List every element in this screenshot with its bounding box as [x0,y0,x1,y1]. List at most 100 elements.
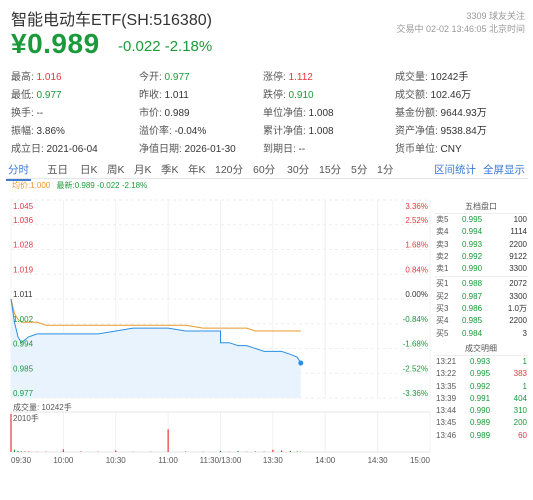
price-area [11,299,301,398]
stat-unit-nav: 单位净值: 1.008 [263,104,334,119]
volume-label: 成交量: 10242手 [13,402,72,412]
current-price: ¥0.989 [11,28,100,59]
y-tick-label: 1.019 [13,265,34,274]
stat-value: 0.989 [161,108,190,119]
tab-1[interactable]: 五日 [47,164,68,176]
stat-value: 1.112 [285,72,313,83]
price-line [10,298,302,364]
tab-3[interactable]: 周K [107,164,125,176]
fullscreen-link[interactable]: 全屏显示 [483,164,525,176]
latest-price-dot [298,360,304,366]
stat-premium-rate: 溢价率: -0.04% [139,122,206,137]
stat-value: 0.977 [161,72,190,83]
stat-label: 昨收: [139,90,162,101]
stat-label: 成交额: [395,90,428,101]
tab-5[interactable]: 季K [161,164,179,176]
tab-11[interactable]: 5分 [351,164,368,176]
volume-bar [272,449,274,452]
volume-bar [184,451,187,452]
volume-bar [20,451,23,452]
trade-row: 13:22 0.995 383 [434,368,528,380]
volume-bar [24,451,26,452]
stat-prev-close: 昨收: 1.011 [139,86,189,101]
tab-12[interactable]: 1分 [377,164,394,176]
stat-value: 1.008 [305,126,334,137]
volume-bar [13,449,16,452]
order-volume: 100 [513,215,527,224]
trade-volume: 310 [513,406,527,416]
stat-label: 跌停: [263,90,286,101]
tab-8[interactable]: 60分 [253,164,276,176]
trade-price: 0.989 [470,418,491,428]
order-level-name: 卖1 [436,264,449,274]
volume-max-label: 2010手 [13,413,39,423]
stat-turnover: 成交额: 102.46万 [395,86,471,101]
y-pct-tick-label: 3.36% [405,202,428,211]
tab-0[interactable]: 分时 [6,164,31,181]
order-volume: 3300 [509,264,527,274]
trade-row: 13:21 0.993 1 [434,356,528,368]
tab-4[interactable]: 月K [134,164,152,176]
stat-label: 到期日: [263,144,296,155]
order-book-panel: 五档盘口 卖5 0.995 100 卖4 0.994 1114 卖3 0.993 2200 卖2 0… [434,200,528,442]
stat-label: 货币单位: [395,144,438,155]
order-book-title: 五档盘口 [434,200,528,214]
x-tick-label: 14:00 [315,456,336,465]
order-volume: 3300 [509,291,527,301]
trade-time: 13:22 [436,369,457,379]
y-tick-label: 1.002 [13,315,34,324]
stats-row: 最高: 1.016 今开: 0.977 涨停: 1.112 成交量: 10242手 [11,68,526,86]
stat-label: 振幅: [11,126,34,137]
stat-value: 9538.84万 [437,126,487,137]
order-price: 0.985 [462,316,483,326]
y-pct-tick-label: -2.52% [403,364,428,373]
order-book-ask-row: 卖3 0.993 2200 [434,239,528,251]
order-price: 0.992 [462,251,483,261]
stat-label: 最低: [11,90,34,101]
intraday-chart[interactable]: 1.045 1.036 1.028 1.019 1.011 1.002 0.994 0.985… [0,190,434,465]
stat-value: -0.04% [171,126,207,137]
tab-2[interactable]: 日K [80,164,98,176]
volume-bar [10,414,12,452]
order-level-name: 买3 [436,304,449,314]
trade-price: 0.989 [470,430,491,440]
stat-nav-date: 净值日期: 2026-01-30 [139,140,236,155]
latest-price-legend: 最新:0.989 -0.022 -2.18% [56,181,148,190]
order-level-name: 卖5 [436,215,449,224]
trade-volume: 383 [513,369,527,379]
x-tick-label: 09:30 [11,456,32,465]
volume-bar [237,450,239,452]
volume-bar [167,429,169,452]
stat-label: 今开: [139,72,162,83]
order-book-ask-row: 卖4 0.994 1114 [434,226,528,238]
stat-label: 涨停: [263,72,286,83]
volume-bar [219,450,222,452]
order-level-name: 卖3 [436,239,449,249]
volume-bar [281,450,283,452]
stat-currency: 货币单位: CNY [395,140,462,155]
stats-grid: 最高: 1.016 今开: 0.977 涨停: 1.112 成交量: 10242手 最低… [11,68,526,158]
trade-volume: 200 [513,418,527,428]
stat-maturity-date: 到期日: -- [263,140,305,155]
range-stats-link[interactable]: 区间统计 [434,164,476,176]
order-volume: 3 [522,328,527,338]
order-volume: 2072 [509,279,527,289]
stat-value: 9644.93万 [437,108,487,119]
chart-legend: 均价:1.000 最新:0.989 -0.022 -2.18% [12,180,147,191]
stat-value: 3.86% [33,126,65,137]
stat-turnover-rate: 换手: -- [11,104,43,119]
tab-6[interactable]: 年K [188,164,206,176]
order-price: 0.990 [462,264,483,274]
x-tick-label: 15:00 [410,456,431,465]
order-book-bid-row: 买5 0.984 3 [434,328,528,340]
trade-price: 0.990 [470,406,491,416]
order-level-name: 买4 [436,316,449,326]
stat-limit-down: 跌停: 0.910 [263,86,314,101]
tab-7[interactable]: 120分 [215,164,244,176]
tab-10[interactable]: 15分 [319,164,342,176]
volume-bar [62,449,64,452]
trades-title: 成交明细 [434,342,528,356]
tab-9[interactable]: 30分 [287,164,310,176]
stat-value: 0.977 [33,90,62,101]
trade-row: 13:35 0.992 1 [434,381,528,393]
